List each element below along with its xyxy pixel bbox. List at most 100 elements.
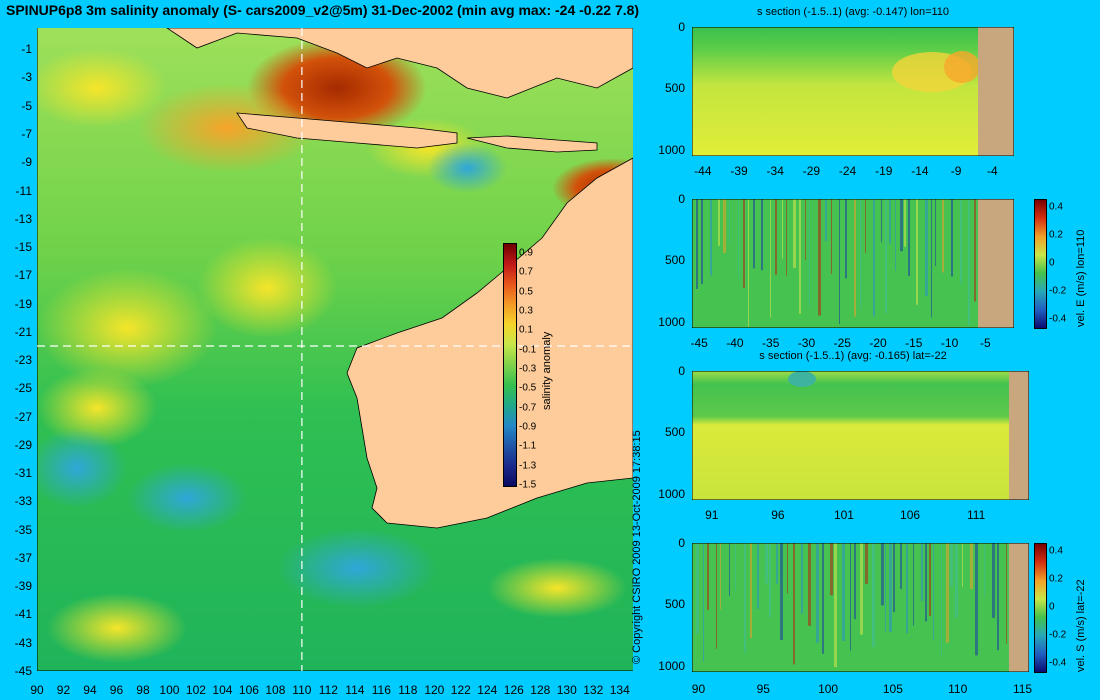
map-x-tick: 132 — [583, 683, 604, 697]
panel4-y-axis: 0 500 1000 — [645, 536, 687, 673]
map-colorbar-tick: 0.3 — [519, 305, 533, 317]
panel3-plot[interactable] — [692, 371, 1029, 500]
panel1-x-tick: -19 — [875, 164, 893, 178]
panel2-x-tick: -45 — [690, 336, 708, 350]
map-y-tick: -41 — [14, 607, 32, 622]
velocity-stripe — [951, 199, 953, 277]
velocity-stripe — [738, 199, 739, 279]
map-y-tick: -39 — [14, 579, 32, 594]
panel2-colorbar-tick: -0.2 — [1049, 285, 1067, 297]
velocity-stripe — [950, 543, 953, 587]
velocity-stripe — [935, 199, 936, 267]
map-colorbar-ticks: 0.9 0.7 0.5 0.3 0.1 -0.1 -0.3 -0.5 -0.7 -0.9 -1.1 -… — [517, 243, 547, 491]
panel1-y-tick: 500 — [664, 81, 685, 96]
panel1-y-axis: 0 500 1000 — [645, 20, 687, 157]
panel2-x-tick: -20 — [869, 336, 887, 350]
map-x-tick: 112 — [318, 683, 338, 697]
panel4-y-tick: 500 — [664, 597, 685, 612]
panel4-colorbar-tick: 0.4 — [1049, 545, 1063, 557]
velocity-stripe — [761, 199, 763, 271]
velocity-stripe — [816, 543, 819, 643]
velocity-stripe — [793, 199, 796, 268]
panel2-plot[interactable] — [692, 199, 1014, 328]
velocity-stripe — [860, 199, 861, 310]
panel2-x-tick: -25 — [833, 336, 851, 350]
velocity-stripe — [916, 199, 918, 305]
map-colorbar-tick: 0.9 — [519, 247, 533, 259]
map-y-tick: -29 — [14, 437, 32, 452]
map-y-axis: -1 -3 -5 -7 -9 -11 -13 -15 -17 -19 -21 -23 -25 -27 -29… — [0, 28, 34, 678]
velocity-stripe — [744, 543, 746, 653]
velocity-stripe — [750, 543, 752, 639]
map-colorbar-tick: 0.1 — [519, 324, 533, 336]
panel4-x-tick: 95 — [756, 682, 770, 696]
panel2-x-tick: -40 — [726, 336, 744, 350]
map-colorbar-tick: -0.7 — [519, 402, 537, 414]
map-colorbar-tick: -0.9 — [519, 421, 537, 433]
panel2-colorbar-ticks: 0.4 0.2 0 -0.2 -0.4 — [1047, 199, 1077, 327]
velocity-stripe — [992, 543, 995, 618]
map-y-tick: -9 — [21, 155, 32, 170]
panel2-colorbar-tick: 0.4 — [1049, 201, 1063, 213]
panel3-x-tick: 91 — [705, 508, 719, 522]
velocity-stripe — [780, 543, 783, 641]
velocity-stripe — [831, 199, 832, 275]
velocity-stripe — [830, 543, 833, 596]
map-x-tick: 104 — [212, 683, 233, 697]
velocity-stripe — [696, 199, 698, 289]
velocity-stripe — [748, 199, 749, 327]
panel1-title: s section (-1.5..1) (avg: -0.147) lon=11… — [756, 6, 950, 18]
velocity-stripe — [850, 543, 851, 651]
map-y-tick: -17 — [14, 268, 32, 283]
velocity-stripe — [942, 199, 944, 273]
velocity-stripe — [881, 543, 884, 606]
map-x-tick: 100 — [159, 683, 180, 697]
panel2-x-tick: -5 — [980, 336, 991, 350]
map-colorbar-tick: -0.5 — [519, 382, 537, 394]
velocity-stripe — [854, 199, 856, 317]
map-y-tick: -5 — [21, 98, 32, 113]
velocity-stripe — [929, 543, 931, 617]
velocity-stripe — [805, 199, 806, 261]
map-y-tick: -3 — [21, 70, 32, 85]
velocity-stripe — [770, 199, 771, 318]
velocity-stripe — [808, 543, 811, 626]
panel4-x-tick: 110 — [948, 682, 968, 696]
velocity-stripe — [716, 543, 717, 649]
panel4-x-tick: 100 — [818, 682, 839, 696]
velocity-stripe — [970, 543, 973, 589]
salinity-map[interactable] — [37, 28, 633, 671]
panel1-x-tick: -44 — [694, 164, 712, 178]
velocity-stripe — [703, 543, 704, 662]
map-x-tick: 96 — [109, 683, 124, 697]
anomaly-blobs — [37, 38, 633, 663]
map-y-tick: -31 — [14, 466, 32, 481]
panel3-x-tick: 96 — [771, 508, 785, 522]
panel4-x-tick: 90 — [691, 682, 706, 696]
map-x-tick: 126 — [503, 683, 524, 697]
page-title: SPINUP6p8 3m salinity anomaly (S- cars20… — [6, 2, 640, 18]
velocity-stripe — [906, 543, 908, 634]
panel1-x-tick: -4 — [986, 164, 998, 178]
panel2-colorbar-tick: 0 — [1049, 257, 1055, 269]
panel2-x-axis: -45 -40 -35 -30 -25 -20 -15 -10 -5 — [690, 336, 1014, 350]
map-y-tick: -25 — [14, 381, 32, 396]
panel4-x-tick: 115 — [1012, 682, 1033, 696]
velocity-stripe — [769, 543, 771, 618]
velocity-stripe — [921, 543, 923, 602]
velocity-stripe — [865, 199, 866, 253]
panel1-plot[interactable] — [692, 27, 1014, 156]
velocity-stripe — [818, 199, 821, 316]
map-y-tick: -37 — [14, 550, 32, 565]
land — [166, 28, 633, 529]
map-y-tick: -33 — [14, 494, 32, 509]
velocity-stripe — [908, 199, 910, 276]
panel3-x-tick: 101 — [833, 508, 854, 522]
velocity-stripe — [729, 543, 730, 596]
velocity-stripe — [710, 199, 712, 276]
panel1-x-tick: -34 — [766, 164, 784, 178]
velocity-stripe — [765, 543, 768, 584]
velocity-stripe — [782, 199, 783, 259]
velocity-stripe — [723, 199, 726, 254]
panel4-plot[interactable] — [692, 543, 1029, 672]
